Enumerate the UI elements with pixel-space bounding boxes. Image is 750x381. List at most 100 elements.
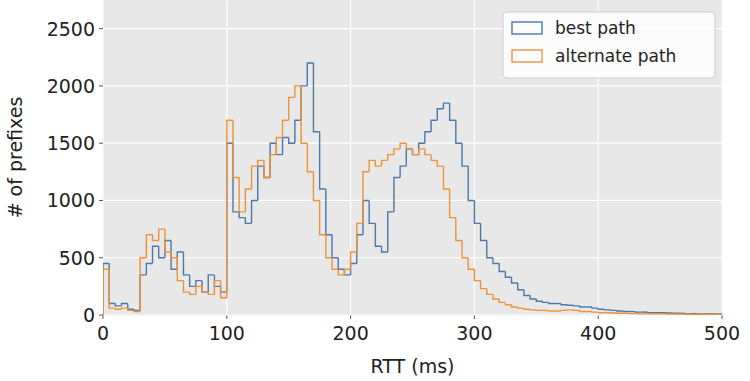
histogram-bin [672, 313, 678, 314]
histogram-bin [400, 166, 406, 177]
histogram-bin [450, 189, 456, 218]
histogram-bin [190, 292, 196, 294]
legend-box [503, 12, 715, 78]
histogram-bin [301, 86, 307, 120]
histogram-bin [542, 310, 548, 311]
histogram-bin [481, 281, 487, 289]
histogram-bin [617, 312, 623, 314]
histogram-bin [549, 302, 555, 303]
histogram-bin [493, 258, 499, 264]
histogram-bin [221, 281, 227, 298]
histogram-bin [524, 290, 530, 296]
histogram-bin [183, 281, 189, 292]
histogram-bin [140, 275, 146, 311]
histogram-bin [363, 172, 369, 224]
histogram-bin [202, 281, 208, 292]
histogram-bin [672, 312, 678, 314]
histogram-bin [431, 155, 437, 161]
histogram-bin [419, 149, 425, 155]
histogram-bin [326, 235, 332, 258]
histogram-bin [375, 223, 381, 246]
histogram-bin [443, 166, 449, 189]
histogram-bin [499, 299, 505, 302]
histogram-bin [493, 294, 499, 299]
histogram-bin [134, 309, 140, 310]
histogram-bin [165, 241, 171, 258]
histogram-bin [635, 313, 641, 314]
grid-line [103, 257, 722, 258]
histogram-bin [313, 172, 319, 201]
histogram-bin [635, 311, 641, 313]
legend-label: alternate path [555, 46, 676, 66]
histogram-bin [499, 263, 505, 271]
histogram-bin [289, 97, 295, 120]
tick-label: 2000 [47, 75, 95, 97]
histogram-bin [146, 263, 152, 274]
histogram-bin [716, 314, 722, 315]
plot-area [103, 0, 722, 315]
tick-mark [99, 200, 103, 201]
histogram-bin [227, 143, 233, 292]
histogram-bin [679, 313, 685, 314]
histogram-bin [394, 149, 400, 155]
histogram-bin [580, 310, 586, 311]
histogram-bin [555, 303, 561, 304]
histogram-bin [617, 310, 623, 312]
histogram-bin [159, 229, 165, 240]
histogram-bin [629, 313, 635, 315]
grid-line [103, 200, 722, 201]
histogram-bin [159, 246, 165, 257]
histogram-bin [357, 223, 363, 252]
histogram-bin [685, 313, 691, 315]
histogram-bin [623, 313, 629, 314]
tick-label: 0 [97, 322, 109, 344]
histogram-bin [252, 200, 258, 223]
histogram-bin [369, 160, 375, 171]
histogram-bin [301, 86, 307, 143]
histogram-bin [196, 281, 202, 287]
histogram-bin [252, 166, 258, 189]
histogram-bin [443, 103, 449, 109]
histogram-bin [642, 313, 648, 315]
histogram-bin [518, 307, 524, 308]
histogram-bin [654, 313, 660, 314]
histogram-bin [295, 86, 301, 97]
histogram-bin [221, 286, 227, 292]
histogram-bin [115, 304, 121, 306]
histogram-bin [431, 120, 437, 131]
histogram-bin [660, 313, 666, 314]
histogram-bin [592, 307, 598, 308]
histogram-bin [481, 223, 487, 240]
tick-label: 500 [59, 247, 95, 269]
tick-mark [99, 143, 103, 144]
histogram-bin [456, 218, 462, 241]
histogram-bin [177, 252, 183, 269]
histogram-bin [703, 313, 709, 314]
histogram-bin [512, 305, 518, 307]
histogram-bin [270, 143, 276, 177]
histogram-bin [239, 178, 245, 212]
histogram-bin [598, 308, 604, 309]
legend-swatch [512, 50, 542, 62]
histogram-bin [456, 120, 462, 143]
histogram-bin [400, 143, 406, 149]
tick-label: 500 [704, 322, 740, 344]
histogram-bin [642, 311, 648, 312]
histogram-bin [338, 258, 344, 269]
histogram-bin [530, 296, 536, 299]
histogram-bin [289, 137, 295, 143]
histogram-bin [357, 235, 363, 264]
histogram-bin [239, 212, 245, 218]
histogram-bin [394, 178, 400, 212]
tick-label: 200 [332, 322, 368, 344]
histogram-bin [468, 258, 474, 269]
histogram-bin [295, 120, 301, 143]
histogram-bin [542, 301, 548, 302]
histogram-bin [258, 160, 264, 166]
histogram-bin [561, 304, 567, 305]
tick-label: 2500 [47, 18, 95, 40]
histogram-bin [264, 166, 270, 177]
histogram-bin [505, 302, 511, 304]
histogram-bin [307, 63, 313, 86]
histogram-bin [134, 310, 140, 311]
